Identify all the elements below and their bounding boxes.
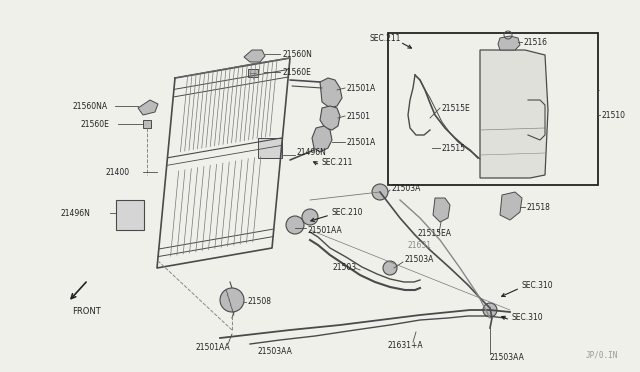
- Polygon shape: [320, 106, 340, 130]
- Text: SEC.310: SEC.310: [512, 314, 543, 323]
- Text: 21560E: 21560E: [283, 67, 312, 77]
- Circle shape: [286, 216, 304, 234]
- Text: 21400: 21400: [105, 167, 129, 176]
- Text: SEC.310: SEC.310: [522, 280, 554, 289]
- Text: 21560E: 21560E: [80, 119, 109, 128]
- Text: 21560N: 21560N: [283, 49, 313, 58]
- Bar: [116, 200, 144, 230]
- Polygon shape: [312, 126, 332, 152]
- Text: 21501AA: 21501AA: [196, 343, 231, 353]
- Polygon shape: [320, 78, 342, 108]
- Text: 21503: 21503: [333, 263, 357, 273]
- Circle shape: [220, 288, 244, 312]
- Polygon shape: [138, 100, 158, 115]
- Text: 21501A: 21501A: [347, 83, 376, 93]
- Circle shape: [302, 209, 318, 225]
- Text: 21503A: 21503A: [392, 183, 421, 192]
- Text: 21515EA: 21515EA: [418, 228, 452, 237]
- Circle shape: [483, 303, 497, 317]
- Text: 21501AA: 21501AA: [308, 225, 343, 234]
- Text: 21515: 21515: [442, 144, 466, 153]
- Text: JP/0.IN: JP/0.IN: [586, 351, 618, 360]
- Text: FRONT: FRONT: [72, 308, 100, 317]
- Bar: [248, 69, 258, 77]
- Text: 21560NA: 21560NA: [72, 102, 107, 110]
- Text: 21516: 21516: [524, 38, 548, 46]
- Polygon shape: [498, 36, 520, 50]
- Text: 21503A: 21503A: [405, 256, 435, 264]
- Text: 21503AA: 21503AA: [490, 353, 525, 362]
- Text: 21510: 21510: [602, 110, 626, 119]
- Text: 21503AA: 21503AA: [258, 347, 293, 356]
- Text: 21518: 21518: [527, 202, 551, 212]
- Bar: [258, 138, 282, 158]
- Text: SEC.210: SEC.210: [332, 208, 364, 217]
- Text: 21631: 21631: [408, 241, 432, 250]
- Text: 21501A: 21501A: [347, 138, 376, 147]
- Polygon shape: [500, 192, 522, 220]
- Text: 21496N: 21496N: [60, 208, 90, 218]
- Text: SEC.211: SEC.211: [370, 33, 401, 42]
- Circle shape: [372, 184, 388, 200]
- Text: 21515E: 21515E: [442, 103, 471, 112]
- Polygon shape: [480, 50, 548, 178]
- Bar: [143, 120, 151, 128]
- Bar: [388, 33, 598, 185]
- Polygon shape: [433, 198, 450, 222]
- Polygon shape: [244, 50, 265, 62]
- Text: 21508: 21508: [248, 298, 272, 307]
- Text: SEC.211: SEC.211: [322, 157, 353, 167]
- Text: 21496N: 21496N: [297, 148, 327, 157]
- Circle shape: [383, 261, 397, 275]
- Text: 21501: 21501: [347, 112, 371, 121]
- Text: 21631+A: 21631+A: [388, 340, 424, 350]
